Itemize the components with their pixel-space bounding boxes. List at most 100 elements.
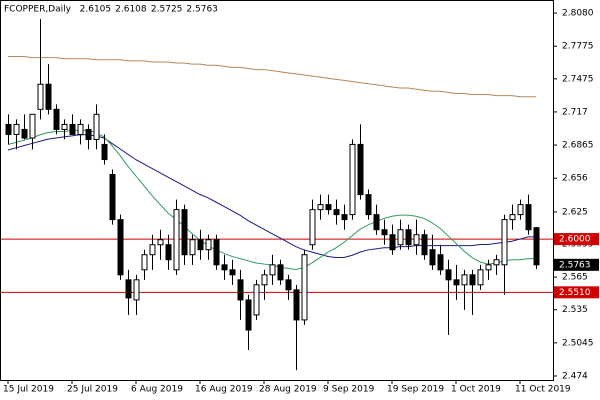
candle-body [37,83,44,110]
candle-body [389,234,396,251]
candle-body [277,264,284,281]
candle-body [237,279,244,301]
candle-body [253,284,260,316]
y-tick-label: 2.7475 [562,74,594,84]
level-label: 2.5510 [559,288,591,298]
candle-body [117,219,124,276]
x-tick-label: 1 Oct 2019 [451,385,501,395]
candle-body [13,123,20,135]
current-price-label: 2.5763 [559,260,591,270]
candle-body [365,194,372,216]
x-tick-label: 9 Sep 2019 [323,385,375,395]
candle-body [69,123,76,135]
candle-body [221,264,228,271]
candle-body [205,239,212,251]
candle-body [29,113,36,139]
candle-body [493,259,500,266]
header-close: 2.5763 [186,5,218,15]
candle-body [85,128,92,140]
header-open: 2.6105 [80,5,112,15]
candle-body [173,209,180,271]
candle-body [77,123,84,135]
candle-body [357,143,364,196]
candle-body [229,269,236,276]
candle-body [109,174,116,221]
candle-body [45,83,52,110]
candle-body [333,209,340,216]
candle-body [61,123,68,130]
candle-body [181,209,188,256]
candle-body [301,254,308,321]
candle-body [325,204,332,211]
level-box [554,286,599,299]
x-tick-label: 25 Jul 2019 [67,385,118,395]
current-price-box [554,258,599,271]
candle-body [285,279,292,291]
y-tick-label: 2.535 [562,305,588,315]
candle-body [213,239,220,266]
candle-body [125,279,132,299]
candle-body [309,209,316,246]
moving-average [8,56,536,98]
candle-body [533,227,540,266]
candle-body [461,274,468,286]
candle-body [165,244,172,261]
y-tick-label: 2.8080 [562,9,594,19]
candle-body [397,229,404,246]
candle-body [293,289,300,321]
x-tick-label: 28 Aug 2019 [259,385,317,395]
candle-body [133,279,140,301]
y-tick-label: 2.7775 [562,42,594,52]
candle-body [429,249,436,266]
candle-body [421,234,428,256]
candle-body [445,269,452,281]
candle-body [525,204,532,231]
candle-body [21,128,28,139]
header-high: 2.6108 [115,5,147,15]
candle-body [509,214,516,221]
x-tick-label: 6 Aug 2019 [131,385,183,395]
y-tick-label: 2.5045 [562,338,594,348]
candle-body [341,214,348,221]
x-tick-label: 16 Aug 2019 [195,385,253,395]
candle-body [245,299,252,331]
y-tick-label: 2.717 [562,107,588,117]
candle-body [501,219,508,266]
chart-title: FCOPPER,Daily [4,5,72,15]
candle-body [469,274,476,286]
candle-body [381,229,388,236]
candle-body [261,274,268,286]
candle-body [477,269,484,286]
x-tick-label: 11 Oct 2019 [515,385,571,395]
candle-body [437,254,444,271]
level-box [554,233,599,246]
y-tick-label: 2.565 [562,273,588,283]
x-tick-label: 15 Jul 2019 [3,385,54,395]
candle-body [141,254,148,271]
candle-body [149,244,156,256]
candle-body [197,239,204,251]
header-low: 2.5725 [151,5,183,15]
candle-body [405,229,412,246]
candle-body [413,234,420,246]
candle-body [157,239,164,246]
candle-body [269,264,276,276]
candle-body [317,204,324,211]
candle-body [485,264,492,271]
candle-body [349,143,356,216]
y-tick-label: 2.6865 [562,141,594,151]
candle-body [453,279,460,286]
candle-body [517,204,524,216]
level-label: 2.6000 [559,235,591,245]
plot-frame [0,0,554,381]
candle-body [101,143,108,161]
x-tick-label: 19 Sep 2019 [387,385,444,395]
candle-body [373,214,380,231]
y-tick-label: 2.474 [562,371,588,381]
candle-body [189,239,196,256]
y-tick-label: 2.656 [562,174,588,184]
candle-body [93,113,100,140]
y-tick-label: 2.625 [562,207,588,217]
